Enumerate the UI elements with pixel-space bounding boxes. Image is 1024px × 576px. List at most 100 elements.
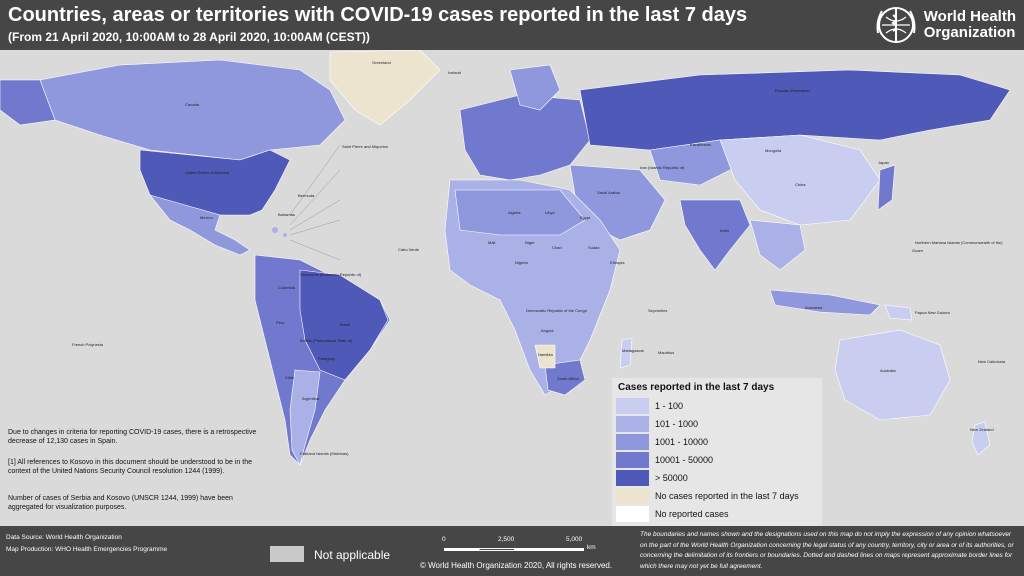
map-legend: Cases reported in the last 7 days 1 - 10… bbox=[612, 378, 822, 528]
who-emblem-icon bbox=[876, 7, 916, 43]
label-nigeria: Nigeria bbox=[515, 260, 528, 265]
label-nmi: Northern Mariana Islands (Commonwealth o… bbox=[915, 240, 1003, 245]
south-africa-shape bbox=[544, 359, 586, 396]
australia-shape bbox=[834, 329, 951, 421]
brazil-shape bbox=[299, 269, 389, 381]
png-shape bbox=[884, 304, 913, 321]
label-mali: Mali bbox=[488, 240, 496, 245]
label-chile: Chile bbox=[285, 375, 295, 380]
world-map: Greenland Iceland Canada United States o… bbox=[0, 50, 1024, 526]
world-map-shapes bbox=[0, 50, 1011, 466]
north-africa-shape bbox=[454, 189, 586, 236]
label-egypt: Egypt bbox=[580, 215, 591, 220]
label-usa: United States of America bbox=[185, 170, 230, 175]
label-new-zealand: New Zealand bbox=[970, 427, 994, 432]
legend-swatch bbox=[616, 488, 649, 504]
scale-bar-graphic bbox=[444, 548, 584, 551]
header: Countries, areas or territories with COV… bbox=[0, 0, 1024, 50]
label-south-africa: South Africa bbox=[557, 376, 579, 381]
label-ethiopia: Ethiopia bbox=[610, 260, 625, 265]
label-cabo-verde: Cabo Verde bbox=[398, 247, 420, 252]
label-madagascar: Madagascar bbox=[622, 348, 645, 353]
label-libya: Libya bbox=[545, 210, 555, 215]
se-asia-shape bbox=[749, 219, 806, 271]
usa-shape bbox=[139, 149, 291, 216]
label-bermuda: Bermuda bbox=[298, 193, 315, 198]
label-guam: Guam bbox=[912, 248, 923, 253]
disclaimer: The boundaries and names shown and the d… bbox=[640, 531, 1014, 570]
not-applicable-label: Not applicable bbox=[314, 548, 391, 562]
caribbean-islands-2 bbox=[283, 233, 287, 237]
map-title: Countries, areas or territories with COV… bbox=[8, 4, 748, 26]
label-french-polynesia: French Polynesia bbox=[72, 342, 103, 347]
legend-swatch bbox=[616, 434, 649, 450]
data-source: Data Source: World Health Organization bbox=[6, 534, 122, 541]
copyright: © World Health Organization 2020, All ri… bbox=[420, 561, 613, 570]
legend-item: No reported cases bbox=[616, 506, 729, 522]
label-russia: Russian Federation bbox=[775, 88, 810, 93]
who-wordmark: World Health Organization bbox=[923, 8, 1016, 41]
legend-item: 1 - 100 bbox=[616, 398, 683, 414]
namibia-shape bbox=[534, 344, 556, 369]
label-new-caledonia: New Caledonia bbox=[978, 359, 1006, 364]
map-subtitle: (From 21 April 2020, 10:00AM to 28 April… bbox=[8, 30, 370, 44]
label-sudan: Sudan bbox=[588, 245, 600, 250]
footer: Data Source: World Health Organization M… bbox=[0, 526, 1024, 576]
canada-shape bbox=[39, 59, 346, 161]
label-bahamas: Bahamas bbox=[278, 212, 295, 217]
label-iran: Iran (Islamic Republic of) bbox=[640, 165, 685, 170]
label-niger: Niger bbox=[525, 240, 535, 245]
label-china: China bbox=[795, 182, 806, 187]
label-png: Papua New Guinea bbox=[915, 310, 950, 315]
label-mauritius: Mauritius bbox=[658, 350, 675, 355]
alaska-shape bbox=[0, 79, 56, 126]
label-algeria: Algeria bbox=[508, 210, 521, 215]
map-production: Map Production: WHO Health Emergencies P… bbox=[6, 546, 168, 553]
label-iceland: Iceland bbox=[448, 70, 461, 75]
label-peru: Peru bbox=[276, 320, 285, 325]
label-drc: Democratic Republic of the Congo bbox=[526, 308, 587, 313]
madagascar-shape bbox=[619, 337, 633, 369]
label-colombia: Colombia bbox=[278, 285, 295, 290]
note-serbia: Number of cases of Serbia and Kosovo (UN… bbox=[8, 495, 233, 511]
legend-swatch bbox=[616, 398, 649, 414]
china-shape bbox=[719, 134, 881, 226]
label-greenland: Greenland bbox=[372, 60, 391, 65]
who-logo: World Health Organization bbox=[874, 3, 1016, 47]
legend-item: No cases reported in the last 7 days bbox=[616, 488, 799, 504]
label-namibia: Namibia bbox=[538, 352, 553, 357]
greenland-shape bbox=[329, 50, 441, 126]
scandinavia-shape bbox=[509, 64, 561, 111]
label-spm: Saint Pierre and Miquelon bbox=[342, 144, 389, 149]
label-angola: Angola bbox=[541, 328, 554, 333]
label-canada: Canada bbox=[185, 102, 200, 107]
central-asia-shape bbox=[649, 139, 741, 186]
legend-item: 10001 - 50000 bbox=[616, 452, 713, 468]
legend-swatch bbox=[616, 506, 649, 522]
legend-swatch bbox=[616, 416, 649, 432]
label-argentina: Argentina bbox=[302, 396, 320, 401]
india-shape bbox=[679, 199, 751, 271]
legend-item: > 50000 bbox=[616, 470, 688, 486]
label-paraguay: Paraguay bbox=[318, 356, 336, 361]
label-mongolia: Mongolia bbox=[765, 148, 782, 153]
caribbean-islands bbox=[272, 227, 278, 233]
mexico-shape bbox=[149, 194, 251, 256]
label-indonesia: Indonesia bbox=[805, 305, 823, 310]
japan-shape bbox=[877, 164, 896, 211]
legend-item: 1001 - 10000 bbox=[616, 434, 708, 450]
label-brazil: Brazil bbox=[340, 322, 351, 327]
label-chad: Chad bbox=[552, 245, 562, 250]
label-falkland: Falkland Islands (Malvinas) bbox=[300, 451, 349, 456]
label-kazakhstan: Kazakhstan bbox=[690, 142, 711, 147]
island-callout-lines bbox=[289, 144, 341, 261]
not-applicable-swatch bbox=[270, 546, 304, 562]
label-venezuela: Venezuela (Bolivarian Republic of) bbox=[300, 272, 362, 277]
legend-swatch bbox=[616, 470, 649, 486]
argentina-shape bbox=[289, 369, 321, 466]
label-saudi: Saudi Arabia bbox=[597, 190, 620, 195]
note-kosovo: [1] All references to Kosovo in this doc… bbox=[8, 459, 252, 475]
label-seychelles: Seychelles bbox=[648, 308, 668, 313]
label-bolivia: Bolivia (Plurinational State of) bbox=[300, 338, 353, 343]
label-india: India bbox=[720, 228, 729, 233]
